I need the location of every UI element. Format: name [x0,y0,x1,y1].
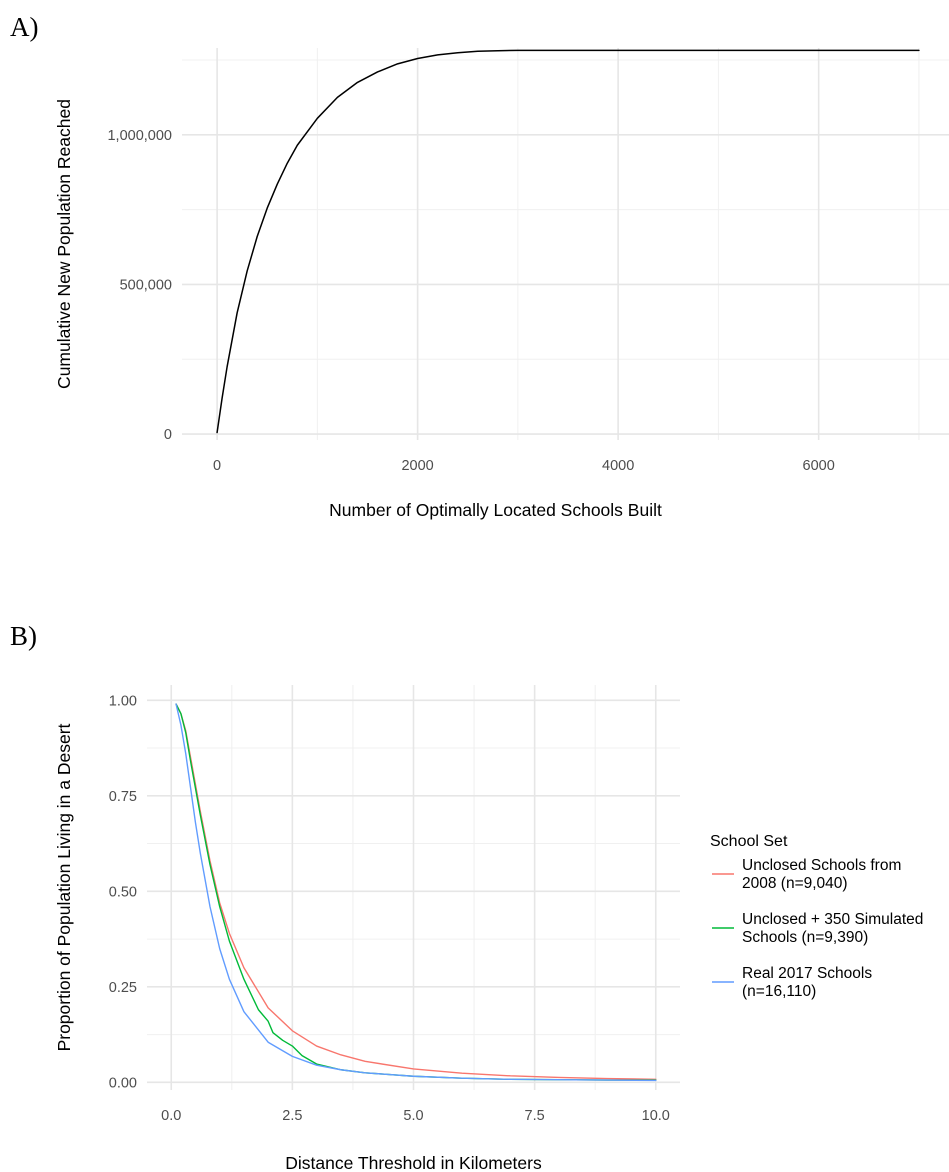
legend-label: 2008 (n=9,040) [742,875,848,892]
legend-label: Unclosed + 350 Simulated [742,911,923,928]
panel-a: A) 0 2000 4000 6000 0 500,000 1,000,000 Number o… [10,12,949,520]
panel-label: B) [10,621,37,651]
y-tick-label: 0 [164,427,172,443]
x-tick-label: 6000 [803,458,835,474]
series-line-2 [175,703,657,1082]
y-tick-label: 1,000,000 [107,128,172,144]
y-tick-label: 500,000 [120,277,172,293]
x-tick-label: 5.0 [403,1108,423,1124]
x-tick-label: 0 [213,458,221,474]
y-axis-title: Proportion of Population Living in a Des… [54,723,74,1051]
y-tick-label: 0.00 [109,1075,137,1091]
y-axis-title: Cumulative New Population Reached [54,99,74,389]
panel-label: A) [10,12,39,42]
x-tick-label: 4000 [602,458,634,474]
y-tick-label: 0.75 [109,789,137,805]
x-tick-label: 2000 [401,458,433,474]
legend-label: (n=16,110) [742,983,816,1000]
panel-b: B) 0.0 2.5 5.0 7.5 10.0 0.00 0.25 0.50 0.75 1.00 Di… [10,621,923,1172]
x-tick-label: 0.0 [161,1108,181,1124]
x-tick-label: 7.5 [525,1108,545,1124]
y-tick-label: 1.00 [109,693,137,709]
y-tick-label: 0.50 [109,884,137,900]
legend-title: School Set [710,833,788,850]
grid-lines [147,685,680,1090]
series-line-0 [216,49,920,434]
grid-lines [182,48,949,440]
x-tick-label: 10.0 [642,1108,670,1124]
x-tick-label: 2.5 [282,1108,302,1124]
x-axis-title: Distance Threshold in Kilometers [285,1153,542,1172]
legend-label: Unclosed Schools from [742,857,901,874]
legend-label: Real 2017 Schools [742,965,872,982]
legend-label: Schools (n=9,390) [742,929,868,946]
y-tick-label: 0.25 [109,980,137,996]
x-axis-title: Number of Optimally Located Schools Buil… [329,500,662,520]
